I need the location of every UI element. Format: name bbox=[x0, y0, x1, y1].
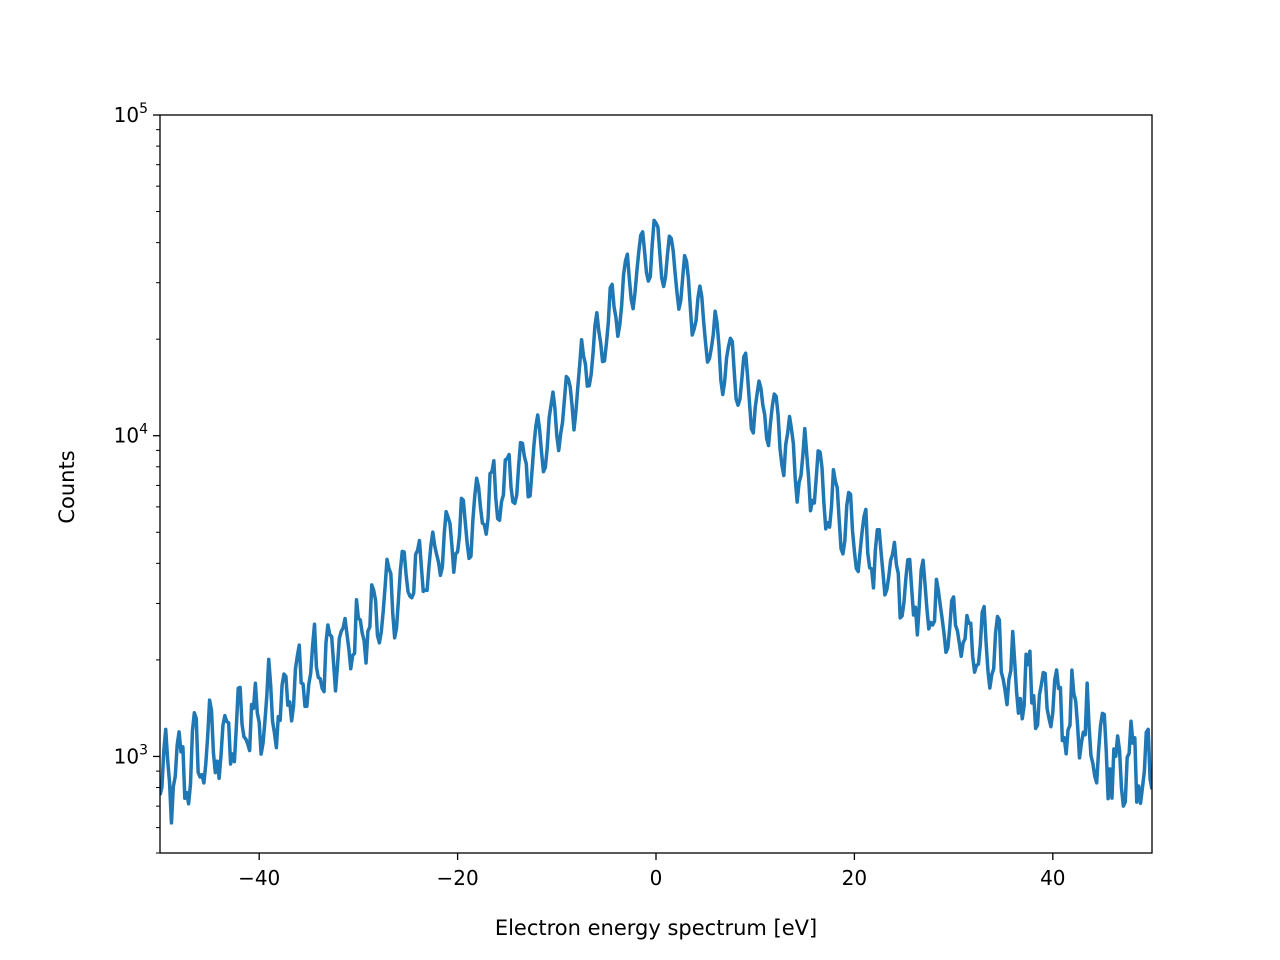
x-tick-label: −40 bbox=[238, 866, 280, 890]
x-tick-label: 0 bbox=[650, 866, 663, 890]
x-axis-label: Electron energy spectrum [eV] bbox=[495, 916, 817, 940]
y-tick-label: 105 bbox=[114, 101, 148, 127]
y-tick-label: 104 bbox=[114, 422, 148, 448]
x-tick-label: −20 bbox=[436, 866, 478, 890]
y-axis: 103 104 105 bbox=[114, 101, 160, 854]
x-tick-label: 20 bbox=[842, 866, 867, 890]
y-tick-label: 103 bbox=[114, 742, 148, 768]
series-layer bbox=[160, 218, 1152, 825]
x-tick-label: 40 bbox=[1040, 866, 1065, 890]
x-axis: −40 −20 0 20 40 bbox=[238, 853, 1066, 890]
series-line bbox=[160, 218, 1152, 825]
y-axis-label: Counts bbox=[55, 450, 79, 523]
